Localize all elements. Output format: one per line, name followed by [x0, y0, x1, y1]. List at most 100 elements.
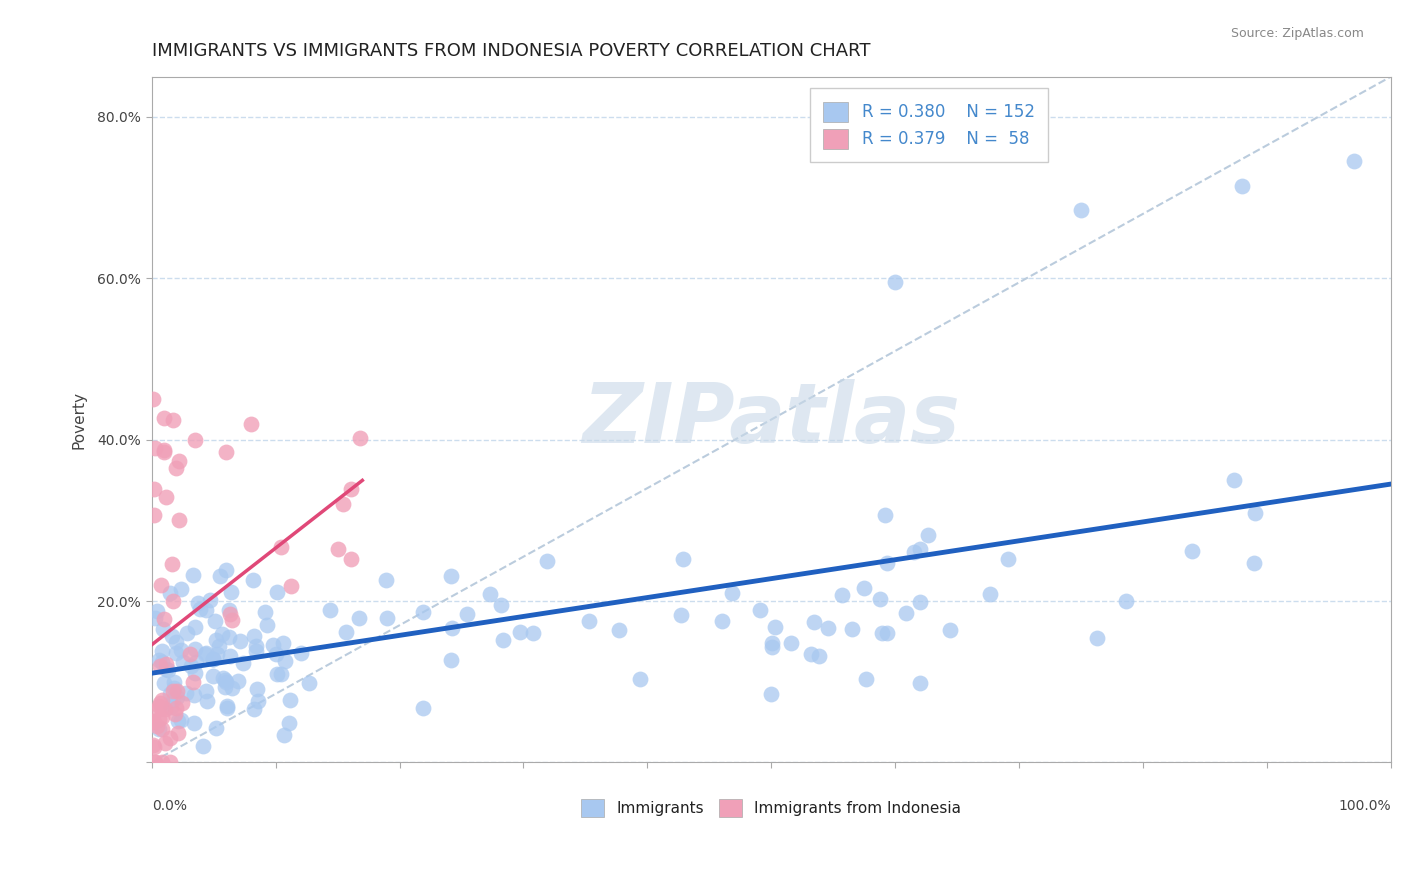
- Point: [153, 445, 176, 459]
- Point: [150, 722, 173, 736]
- Point: [184, 665, 207, 680]
- Point: [153, 411, 176, 425]
- Point: [1232, 178, 1254, 193]
- Point: [172, 655, 194, 669]
- Point: [142, 714, 165, 728]
- Point: [143, 740, 166, 755]
- Text: ZIPatlas: ZIPatlas: [582, 379, 960, 460]
- Point: [245, 639, 267, 653]
- Point: [229, 633, 252, 648]
- Point: [349, 431, 371, 445]
- Text: IMMIGRANTS VS IMMIGRANTS FROM INDONESIA POVERTY CORRELATION CHART: IMMIGRANTS VS IMMIGRANTS FROM INDONESIA …: [152, 42, 870, 60]
- Point: [1244, 506, 1267, 520]
- Point: [266, 584, 288, 599]
- Point: [884, 276, 907, 290]
- Point: [412, 701, 434, 715]
- Point: [221, 613, 243, 627]
- Point: [149, 696, 172, 710]
- Point: [162, 684, 184, 698]
- Point: [672, 551, 695, 566]
- Point: [162, 692, 184, 706]
- Point: [149, 578, 172, 592]
- Point: [159, 756, 181, 770]
- Point: [254, 605, 277, 619]
- Point: [270, 540, 292, 554]
- Point: [211, 671, 233, 685]
- Point: [869, 592, 891, 607]
- Point: [194, 648, 217, 662]
- Point: [184, 655, 207, 669]
- Point: [870, 625, 893, 640]
- Point: [239, 417, 262, 431]
- Point: [162, 681, 184, 695]
- Point: [195, 646, 218, 660]
- Point: [808, 649, 831, 664]
- Point: [165, 701, 187, 715]
- Point: [149, 658, 172, 673]
- Point: [761, 640, 783, 654]
- Point: [153, 736, 176, 750]
- Point: [277, 716, 299, 731]
- Point: [165, 635, 187, 649]
- Point: [214, 681, 236, 695]
- Point: [328, 541, 350, 556]
- Point: [997, 551, 1019, 566]
- Point: [1343, 154, 1365, 169]
- Point: [194, 684, 217, 698]
- Point: [184, 433, 207, 447]
- Point: [939, 624, 962, 638]
- Point: [908, 541, 931, 556]
- Point: [803, 615, 825, 629]
- Point: [152, 693, 174, 707]
- Point: [374, 573, 396, 587]
- Point: [710, 614, 733, 628]
- Point: [876, 625, 898, 640]
- Point: [628, 672, 651, 686]
- Point: [780, 636, 803, 650]
- Point: [148, 698, 170, 713]
- Point: [159, 731, 181, 745]
- Point: [1070, 202, 1092, 217]
- Point: [153, 702, 176, 716]
- Point: [152, 612, 174, 626]
- Point: [979, 587, 1001, 601]
- Point: [188, 602, 211, 616]
- Point: [159, 687, 181, 701]
- Point: [150, 655, 173, 669]
- Point: [167, 726, 190, 740]
- Point: [456, 607, 478, 622]
- Point: [162, 594, 184, 608]
- Text: 0.0%: 0.0%: [152, 799, 187, 814]
- Point: [162, 413, 184, 427]
- Point: [522, 625, 544, 640]
- Point: [536, 554, 558, 568]
- Point: [256, 618, 278, 632]
- Point: [155, 490, 177, 504]
- Point: [146, 719, 169, 733]
- Point: [155, 657, 177, 671]
- Text: Source: ZipAtlas.com: Source: ZipAtlas.com: [1230, 27, 1364, 40]
- Point: [146, 703, 169, 717]
- Point: [217, 698, 239, 713]
- Point: [917, 527, 939, 541]
- Point: [200, 593, 222, 607]
- Point: [218, 649, 240, 664]
- Point: [375, 610, 398, 624]
- Point: [160, 629, 183, 643]
- Point: [145, 603, 167, 617]
- Point: [204, 722, 226, 736]
- Point: [148, 653, 170, 667]
- Point: [671, 608, 693, 623]
- Point: [1243, 556, 1265, 570]
- Point: [440, 568, 463, 582]
- Point: [855, 672, 877, 686]
- Point: [202, 669, 225, 683]
- Point: [219, 585, 242, 599]
- Point: [817, 621, 839, 635]
- Point: [1181, 544, 1204, 558]
- Point: [720, 586, 742, 600]
- Point: [169, 713, 191, 727]
- Point: [266, 666, 288, 681]
- Point: [184, 641, 207, 656]
- Point: [183, 688, 205, 702]
